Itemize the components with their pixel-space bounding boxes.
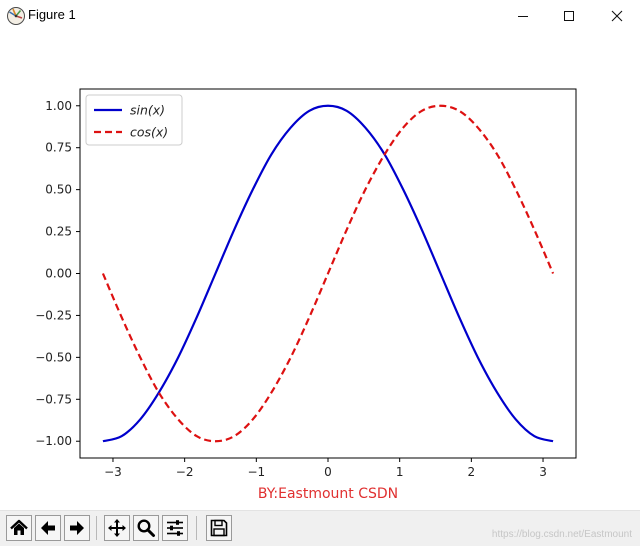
move-icon xyxy=(108,519,126,537)
y-tick-label: 0.75 xyxy=(45,141,72,155)
toolbar-separator xyxy=(196,516,197,540)
x-axis-label: BY:Eastmount CSDN xyxy=(258,486,398,502)
window-titlebar: Figure 1 xyxy=(0,0,640,33)
configure-subplots-button[interactable] xyxy=(162,515,188,541)
figure-app-icon xyxy=(7,7,25,25)
y-tick-label: 0.00 xyxy=(45,267,72,281)
minimize-icon xyxy=(518,16,528,17)
zoom-button[interactable] xyxy=(133,515,159,541)
y-tick-label: 0.50 xyxy=(45,183,72,197)
x-tick-label: −3 xyxy=(104,465,122,479)
floppy-disk-icon xyxy=(210,519,228,537)
home-button[interactable] xyxy=(6,515,32,541)
pan-button[interactable] xyxy=(104,515,130,541)
toolbar-separator xyxy=(96,516,97,540)
maximize-icon xyxy=(564,11,574,21)
y-tick-label: −0.50 xyxy=(35,350,72,364)
minimize-button[interactable] xyxy=(500,0,546,32)
magnifier-icon xyxy=(137,519,155,537)
figure-canvas[interactable]: −3 −2 −1 0 1 2 3 1.00 0.75 0.50 0.25 0.00 −0.25 −0.50… xyxy=(0,32,640,510)
home-icon xyxy=(10,519,28,535)
y-tick-label: −0.75 xyxy=(35,392,72,406)
y-tick-label: −0.25 xyxy=(35,308,72,322)
close-icon xyxy=(611,10,623,22)
y-tick-label: −1.00 xyxy=(35,434,72,448)
series-line-sin xyxy=(102,104,554,443)
window-title: Figure 1 xyxy=(28,7,76,22)
x-tick-label: 0 xyxy=(324,465,332,479)
legend-label: cos(x) xyxy=(130,125,168,140)
x-tick-label: 3 xyxy=(539,465,547,479)
axis-ticks: −3 −2 −1 0 1 2 3 1.00 0.75 0.50 0.25 0.00 −0.25 −0.50… xyxy=(35,99,547,479)
y-tick-label: 0.25 xyxy=(45,225,72,239)
close-button[interactable] xyxy=(594,0,640,32)
back-button[interactable] xyxy=(35,515,61,541)
x-tick-label: 1 xyxy=(396,465,404,479)
x-tick-label: 2 xyxy=(468,465,476,479)
legend-label: sin(x) xyxy=(130,103,165,118)
forward-button[interactable] xyxy=(64,515,90,541)
sliders-icon xyxy=(167,520,183,536)
y-tick-label: 1.00 xyxy=(45,99,72,113)
series-line-cos xyxy=(101,104,555,443)
arrow-right-icon xyxy=(70,521,84,535)
maximize-button[interactable] xyxy=(546,0,592,32)
watermark: https://blog.csdn.net/Eastmount xyxy=(491,529,632,540)
legend: sin(x) cos(x) xyxy=(85,94,183,146)
save-button[interactable] xyxy=(206,515,232,541)
x-tick-label: −1 xyxy=(247,465,265,479)
x-tick-label: −2 xyxy=(176,465,194,479)
line-chart: −3 −2 −1 0 1 2 3 1.00 0.75 0.50 0.25 0.00 −0.25 −0.50… xyxy=(35,88,577,502)
navigation-toolbar: https://blog.csdn.net/Eastmount xyxy=(0,510,640,546)
arrow-left-icon xyxy=(41,521,55,535)
